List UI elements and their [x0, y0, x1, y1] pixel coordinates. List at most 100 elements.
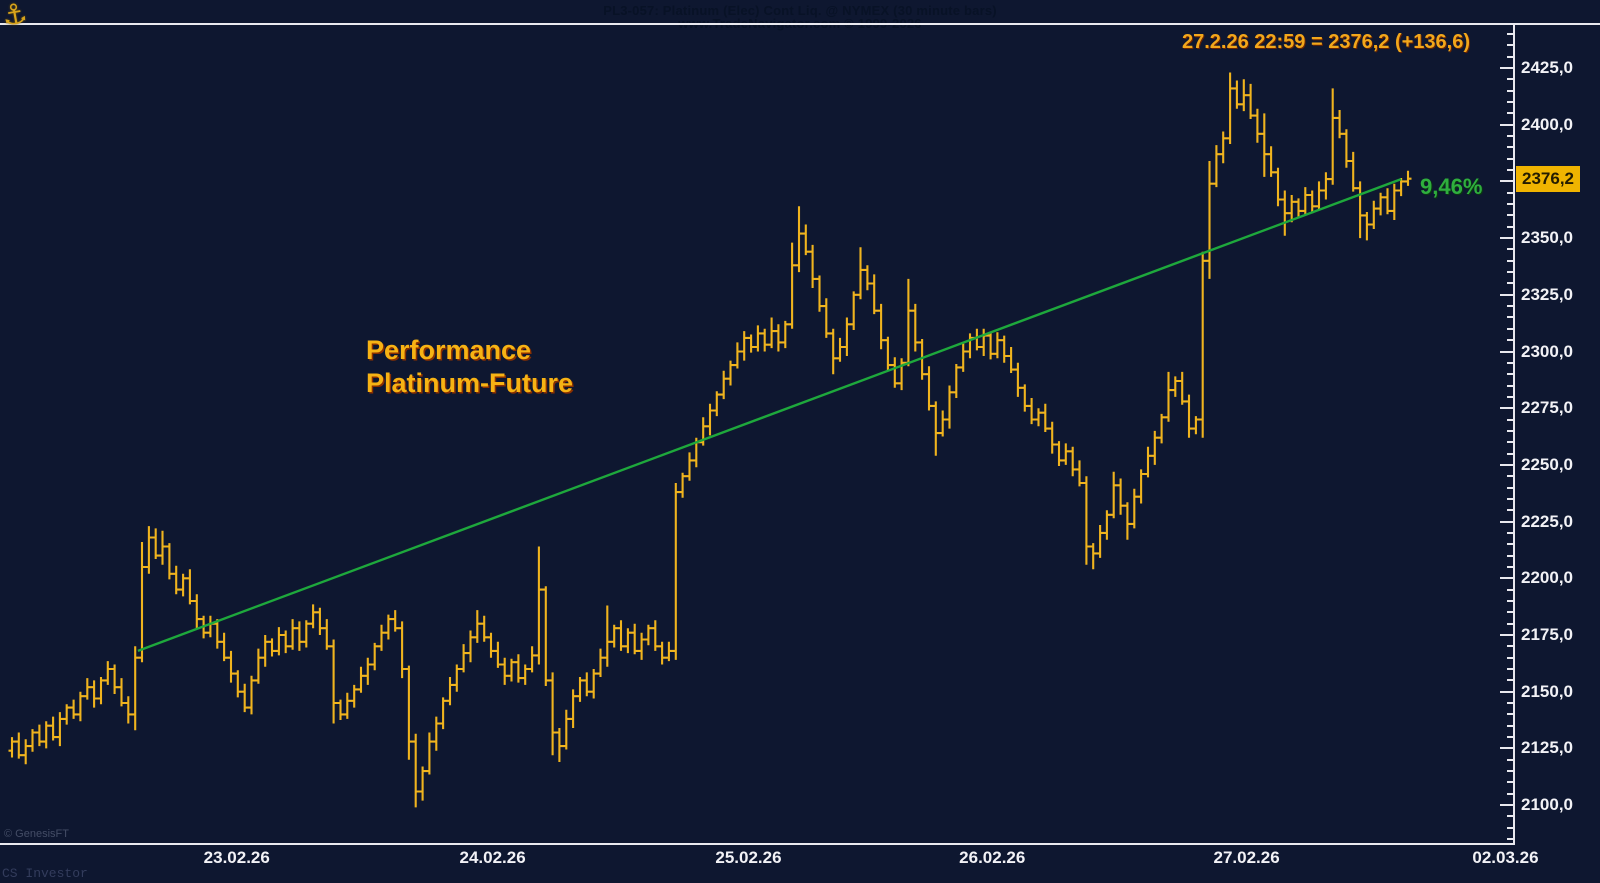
- y-minor-tick: [1507, 316, 1514, 319]
- y-major-tick: [1500, 293, 1513, 296]
- y-minor-tick: [1507, 32, 1514, 35]
- y-minor-tick: [1507, 668, 1514, 671]
- y-axis-label: 2100,0: [1521, 795, 1573, 815]
- y-minor-tick: [1507, 815, 1514, 818]
- x-axis-date-label: 02.03.26: [1472, 848, 1539, 867]
- x-axis-date-label: 23.02.26: [203, 848, 270, 867]
- y-minor-tick: [1507, 770, 1514, 773]
- y-minor-tick: [1507, 55, 1514, 58]
- y-minor-tick: [1507, 248, 1514, 251]
- y-minor-tick: [1507, 203, 1514, 206]
- y-minor-tick: [1507, 486, 1514, 489]
- y-minor-tick: [1507, 611, 1514, 614]
- x-axis-date-label: 26.02.26: [959, 848, 1026, 867]
- y-minor-tick: [1507, 543, 1514, 546]
- y-minor-tick: [1507, 395, 1514, 398]
- x-axis-date-label: 27.02.26: [1213, 848, 1280, 867]
- y-minor-tick: [1507, 781, 1514, 784]
- y-minor-tick: [1507, 565, 1514, 568]
- y-minor-tick: [1507, 78, 1514, 81]
- y-minor-tick: [1507, 44, 1514, 47]
- annotation-line-1: Performance: [366, 335, 532, 365]
- y-minor-tick: [1507, 271, 1514, 274]
- chart-annotation-title: Performance Platinum-Future: [366, 334, 573, 400]
- y-minor-tick: [1507, 101, 1514, 104]
- y-major-tick: [1500, 350, 1513, 353]
- y-minor-tick: [1507, 418, 1514, 421]
- y-major-tick: [1500, 804, 1513, 807]
- y-axis-label: 2350,0: [1521, 228, 1573, 248]
- y-axis-label: 2125,0: [1521, 738, 1573, 758]
- y-minor-tick: [1507, 112, 1514, 115]
- y-axis-label: 2425,0: [1521, 58, 1573, 77]
- trendline[interactable]: [137, 178, 1402, 653]
- y-minor-tick: [1507, 724, 1514, 727]
- y-minor-tick: [1507, 554, 1514, 557]
- y-major-tick: [1500, 237, 1513, 240]
- y-minor-tick: [1507, 225, 1514, 228]
- y-minor-tick: [1507, 736, 1514, 739]
- cs-investor-watermark: CS Investor: [2, 866, 88, 881]
- y-minor-tick: [1507, 282, 1514, 285]
- y-minor-tick: [1507, 146, 1514, 149]
- annotation-line-2: Platinum-Future: [366, 368, 573, 398]
- percent-gain-label: 9,46%: [1420, 174, 1483, 199]
- y-axis-label: 2300,0: [1521, 341, 1573, 361]
- y-minor-tick: [1507, 361, 1514, 364]
- y-minor-tick: [1507, 259, 1514, 262]
- y-minor-tick: [1507, 622, 1514, 625]
- y-minor-tick: [1507, 588, 1514, 591]
- time-axis-line[interactable]: [0, 843, 1515, 845]
- ohlc-bars: [8, 72, 1412, 808]
- y-major-tick: [1500, 180, 1513, 183]
- y-minor-tick: [1507, 792, 1514, 795]
- x-axis-date-label: 24.02.26: [459, 848, 526, 867]
- y-minor-tick: [1507, 475, 1514, 478]
- y-minor-tick: [1507, 339, 1514, 342]
- y-minor-tick: [1507, 645, 1514, 648]
- y-minor-tick: [1507, 135, 1514, 138]
- y-minor-tick: [1507, 157, 1514, 160]
- y-major-tick: [1500, 520, 1513, 523]
- y-minor-tick: [1507, 509, 1514, 512]
- y-major-tick: [1500, 123, 1513, 126]
- y-minor-tick: [1507, 452, 1514, 455]
- y-minor-tick: [1507, 169, 1514, 172]
- header-divider: [0, 23, 1600, 25]
- y-minor-tick: [1507, 373, 1514, 376]
- y-minor-tick: [1507, 656, 1514, 659]
- y-axis-label: 2325,0: [1521, 284, 1573, 304]
- current-price-chip: 2376,2: [1516, 166, 1580, 192]
- y-minor-tick: [1507, 713, 1514, 716]
- y-minor-tick: [1507, 826, 1514, 829]
- y-minor-tick: [1507, 191, 1514, 194]
- y-minor-tick: [1507, 497, 1514, 500]
- y-minor-tick: [1507, 758, 1514, 761]
- y-minor-tick: [1507, 838, 1514, 841]
- price-axis-line[interactable]: [1513, 23, 1515, 845]
- y-minor-tick: [1507, 214, 1514, 217]
- y-axis-label: 2250,0: [1521, 454, 1573, 474]
- y-minor-tick: [1507, 531, 1514, 534]
- y-major-tick: [1500, 747, 1513, 750]
- y-major-tick: [1500, 690, 1513, 693]
- y-axis-label: 2150,0: [1521, 681, 1573, 701]
- y-minor-tick: [1507, 384, 1514, 387]
- y-axis-label: 2400,0: [1521, 114, 1573, 134]
- y-axis-label: 2225,0: [1521, 511, 1573, 531]
- y-minor-tick: [1507, 327, 1514, 330]
- y-minor-tick: [1507, 89, 1514, 92]
- y-major-tick: [1500, 463, 1513, 466]
- y-major-tick: [1500, 634, 1513, 636]
- last-quote-readout: 27.2.26 22:59 = 2376,2 (+136,6): [1181, 31, 1470, 53]
- y-minor-tick: [1507, 679, 1514, 682]
- y-major-tick: [1500, 67, 1513, 69]
- y-minor-tick: [1507, 599, 1514, 602]
- y-minor-tick: [1507, 429, 1514, 432]
- y-axis-label: 2175,0: [1521, 625, 1573, 644]
- x-axis-date-label: 25.02.26: [715, 848, 782, 867]
- y-major-tick: [1500, 577, 1513, 580]
- y-minor-tick: [1507, 702, 1514, 705]
